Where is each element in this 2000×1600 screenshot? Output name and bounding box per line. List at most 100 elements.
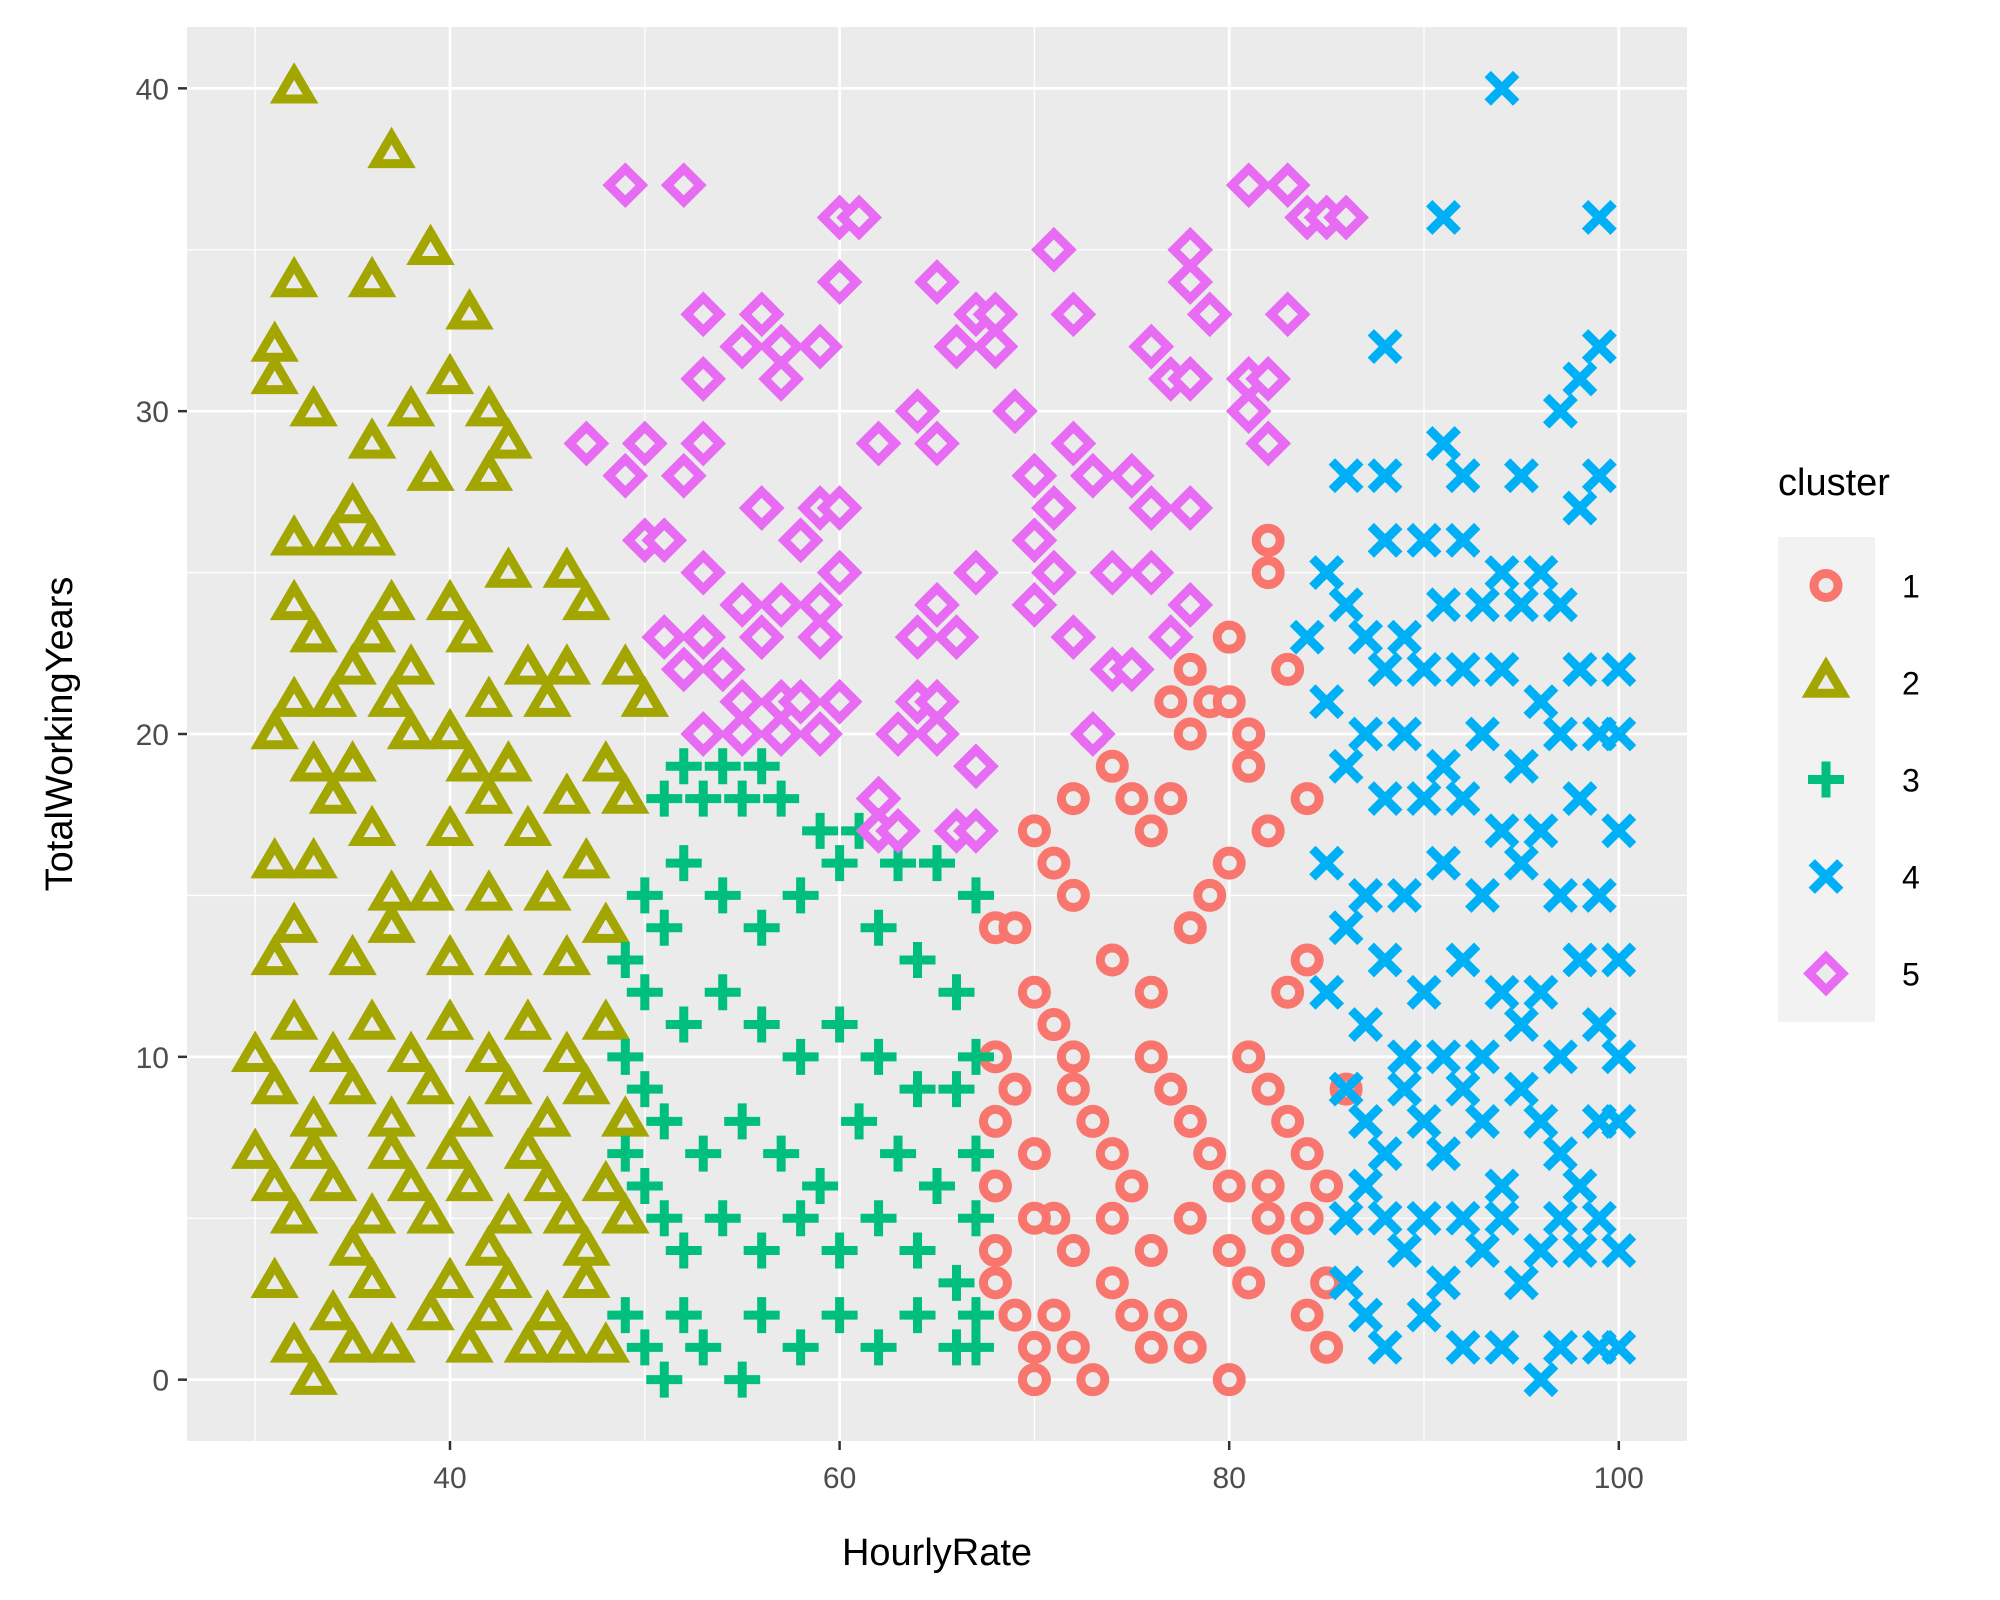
legend-label-1: 1 <box>1902 569 1920 605</box>
data-point-cluster-4 <box>1601 652 1637 687</box>
data-point-cluster-5 <box>875 711 921 757</box>
data-point-cluster-4 <box>1542 1200 1578 1236</box>
data-point-cluster-4 <box>1601 942 1637 978</box>
data-point-cluster-5 <box>914 420 960 467</box>
data-point-cluster-2 <box>542 772 592 814</box>
data-point-cluster-1 <box>1076 1363 1110 1397</box>
data-point-cluster-5 <box>680 356 727 402</box>
data-point-cluster-1 <box>1212 620 1246 654</box>
data-point-cluster-1 <box>1056 1330 1090 1364</box>
legend-items: 1 2 3 4 5 <box>1801 569 1920 997</box>
data-point-cluster-1 <box>1271 1234 1305 1268</box>
data-point-cluster-4 <box>1484 1329 1520 1365</box>
data-point-cluster-4 <box>1503 845 1539 881</box>
data-point-cluster-4 <box>1484 974 1520 1010</box>
data-point-cluster-4 <box>1562 1233 1598 1268</box>
data-point-cluster-5 <box>914 582 960 628</box>
data-point-cluster-4 <box>1465 877 1500 913</box>
data-point-cluster-2 <box>445 1321 494 1363</box>
y-tick-label: 30 <box>136 396 169 429</box>
data-point-cluster-2 <box>445 1159 494 1202</box>
data-point-cluster-3 <box>743 1232 780 1269</box>
data-point-cluster-4 <box>1542 716 1578 752</box>
legend-item-5: 5 <box>1803 950 1920 997</box>
data-point-cluster-5 <box>1264 162 1311 209</box>
data-point-cluster-3 <box>802 812 839 849</box>
legend: cluster 1 2 3 4 5 <box>1778 462 1920 1022</box>
data-point-cluster-2 <box>464 1030 514 1073</box>
data-point-cluster-4 <box>1523 1362 1559 1398</box>
data-point-cluster-1 <box>998 911 1032 945</box>
data-point-cluster-3 <box>646 1200 683 1237</box>
data-point-cluster-1 <box>1056 782 1090 816</box>
data-point-cluster-5 <box>777 517 824 564</box>
data-point-cluster-1 <box>1134 1330 1168 1364</box>
data-point-cluster-1 <box>1310 1266 1344 1300</box>
data-point-cluster-1 <box>998 1072 1032 1106</box>
data-point-cluster-4 <box>1562 1168 1598 1204</box>
data-point-cluster-5 <box>680 711 727 757</box>
data-point-cluster-4 <box>1484 652 1520 687</box>
data-point-cluster-1 <box>1134 1234 1168 1268</box>
data-point-cluster-3 <box>782 1200 819 1237</box>
data-point-cluster-2 <box>484 1192 533 1234</box>
data-point-cluster-4 <box>1601 716 1637 752</box>
data-point-cluster-2 <box>367 126 416 169</box>
data-point-cluster-2 <box>503 1127 553 1169</box>
data-point-cluster-5 <box>953 807 999 854</box>
data-point-cluster-3 <box>665 748 702 785</box>
data-point-cluster-2 <box>406 1192 455 1234</box>
data-point-cluster-4 <box>1542 1136 1578 1172</box>
cluster-4-points <box>1289 70 1637 1398</box>
data-point-cluster-2 <box>464 675 514 717</box>
x-tick-label: 40 <box>433 1462 466 1495</box>
data-point-cluster-3 <box>665 1232 702 1269</box>
data-point-cluster-1 <box>1310 1169 1344 1203</box>
data-point-cluster-1 <box>998 1298 1032 1332</box>
data-point-cluster-4 <box>1542 587 1578 623</box>
data-point-cluster-1 <box>1115 782 1149 816</box>
data-point-cluster-4 <box>1406 1103 1442 1139</box>
data-point-cluster-4 <box>1367 1200 1403 1236</box>
data-point-cluster-2 <box>542 546 592 588</box>
data-point-cluster-4 <box>1406 974 1442 1010</box>
x-tick-label: 60 <box>823 1462 856 1495</box>
data-point-cluster-1 <box>1095 943 1129 977</box>
data-point-cluster-4 <box>1445 1071 1481 1107</box>
data-point-cluster-4 <box>1465 1233 1500 1268</box>
data-point-cluster-2 <box>308 1159 358 1202</box>
data-point-cluster-3 <box>841 1103 878 1140</box>
data-point-cluster-5 <box>719 711 766 757</box>
data-point-cluster-5 <box>797 323 843 370</box>
data-point-cluster-5 <box>1245 356 1292 402</box>
data-point-cluster-4 <box>1289 619 1325 655</box>
data-point-cluster-2 <box>230 1030 280 1073</box>
data-point-cluster-4 <box>1387 877 1422 913</box>
data-point-cluster-3 <box>685 780 722 817</box>
data-point-cluster-3 <box>626 877 663 914</box>
data-point-cluster-2 <box>269 255 319 298</box>
data-point-cluster-4 <box>1581 1200 1617 1236</box>
data-point-cluster-2 <box>503 643 553 685</box>
data-point-cluster-3 <box>957 1297 994 1334</box>
data-point-cluster-5 <box>953 743 999 790</box>
data-point-cluster-2 <box>250 933 299 976</box>
data-point-cluster-1 <box>1095 1201 1129 1235</box>
data-point-cluster-3 <box>782 1329 819 1366</box>
data-point-cluster-4 <box>1387 716 1422 752</box>
data-point-cluster-3 <box>899 1071 936 1108</box>
data-point-cluster-3 <box>957 1135 994 1172</box>
data-point-cluster-2 <box>464 1224 514 1266</box>
data-point-cluster-4 <box>1523 555 1559 591</box>
data-point-cluster-2 <box>425 804 475 847</box>
data-point-cluster-2 <box>347 804 397 847</box>
data-point-cluster-3 <box>957 877 994 914</box>
data-point-cluster-4 <box>1542 393 1578 429</box>
data-point-cluster-4 <box>1581 200 1617 235</box>
data-point-cluster-4 <box>1406 1297 1442 1333</box>
data-point-cluster-4 <box>1348 619 1384 655</box>
data-point-cluster-4 <box>1445 781 1481 816</box>
legend-item-4: 4 <box>1808 859 1920 896</box>
data-point-cluster-3 <box>626 1167 663 1204</box>
data-point-cluster-1 <box>1037 846 1071 880</box>
